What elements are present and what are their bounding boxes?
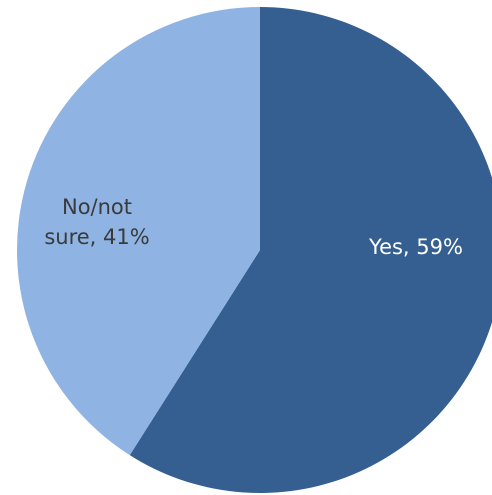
- pie-slice-yes: [129, 7, 492, 493]
- pie-slice-no-not-sure: [16, 7, 261, 456]
- pie-slices: [16, 7, 492, 493]
- pie-label-yes: Yes, 59%: [368, 235, 463, 259]
- pie-labels: Yes, 59% No/not sure, 41%: [44, 195, 463, 259]
- pie-label-no-not-sure: No/not sure, 41%: [44, 195, 149, 249]
